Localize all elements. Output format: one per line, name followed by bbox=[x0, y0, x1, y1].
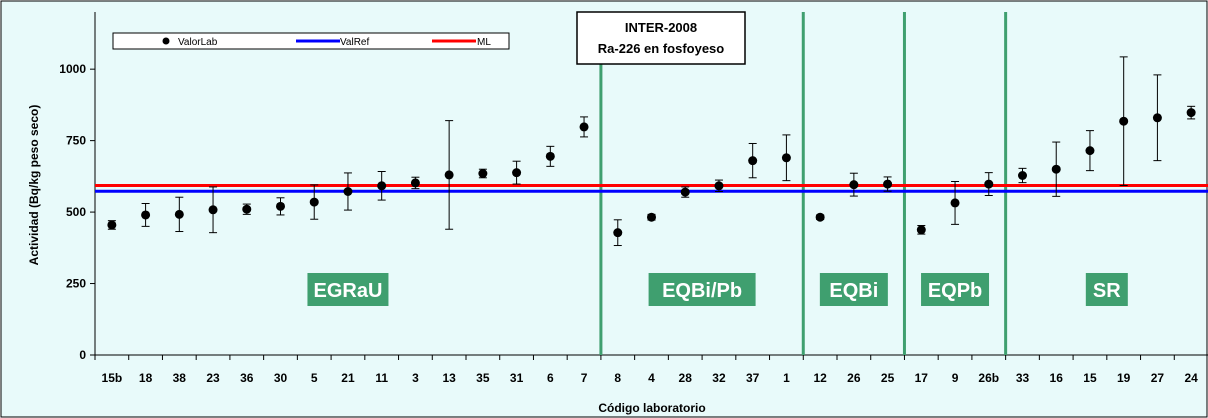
data-point bbox=[107, 220, 117, 230]
x-tick-label: 7 bbox=[581, 371, 588, 385]
x-tick-label: 36 bbox=[240, 371, 254, 385]
x-tick-label: 8 bbox=[614, 371, 621, 385]
data-point bbox=[141, 210, 151, 220]
data-point bbox=[647, 212, 656, 222]
x-tick-label: 9 bbox=[952, 371, 959, 385]
data-point bbox=[1085, 146, 1095, 156]
data-point bbox=[410, 178, 420, 188]
data-point bbox=[849, 180, 859, 190]
data-point bbox=[276, 201, 285, 211]
data-point bbox=[174, 209, 184, 219]
x-tick-label: 15 bbox=[1083, 371, 1097, 385]
data-point bbox=[1018, 170, 1027, 180]
x-tick-label: 33 bbox=[1016, 371, 1030, 385]
legend: ValorLab ValRef ML bbox=[112, 32, 510, 50]
x-tick-label: 37 bbox=[746, 371, 760, 385]
data-point bbox=[781, 153, 791, 163]
y-tick-label: 250 bbox=[66, 277, 86, 291]
legend-label-valref: ValRef bbox=[340, 37, 369, 48]
x-tick-label: 23 bbox=[206, 371, 220, 385]
x-tick-label: 27 bbox=[1151, 371, 1165, 385]
x-tick-label: 28 bbox=[679, 371, 693, 385]
data-point bbox=[1152, 113, 1162, 123]
x-tick-label: 1 bbox=[783, 371, 790, 385]
x-tick-label: 26b bbox=[978, 371, 999, 385]
chart-title-line-2: Ra-226 en fosfoyeso bbox=[598, 41, 724, 56]
data-point bbox=[984, 179, 994, 189]
data-point bbox=[815, 212, 825, 222]
x-tick-label: 18 bbox=[139, 371, 153, 385]
data-point bbox=[579, 122, 589, 132]
data-point bbox=[377, 181, 387, 191]
x-tick-label: 12 bbox=[813, 371, 827, 385]
x-tick-label: 26 bbox=[847, 371, 861, 385]
data-point bbox=[242, 204, 252, 214]
data-point bbox=[309, 197, 319, 207]
data-point bbox=[680, 187, 690, 197]
data-point bbox=[714, 181, 724, 191]
y-tick-label: 0 bbox=[79, 348, 86, 362]
x-tick-label: 3 bbox=[412, 371, 419, 385]
chart-title-box: INTER-2008 Ra-226 en fosfoyeso bbox=[576, 11, 746, 65]
data-point bbox=[1119, 116, 1129, 126]
x-tick-label: 35 bbox=[476, 371, 490, 385]
x-tick-label: 15b bbox=[102, 371, 123, 385]
x-tick-label: 25 bbox=[881, 371, 895, 385]
group-label: EQBi/Pb bbox=[662, 280, 742, 302]
data-point bbox=[1051, 164, 1061, 174]
x-tick-label: 4 bbox=[648, 371, 655, 385]
data-point bbox=[613, 228, 623, 238]
y-axis-title: Actividad (Bq/kg peso seco) bbox=[27, 105, 41, 266]
group-label: EQPb bbox=[928, 280, 982, 302]
data-point bbox=[545, 151, 555, 161]
x-tick-label: 32 bbox=[712, 371, 726, 385]
y-tick-label: 750 bbox=[66, 134, 86, 148]
legend-label-valorlab: ValorLab bbox=[178, 37, 218, 48]
data-point bbox=[512, 168, 522, 178]
x-tick-label: 6 bbox=[547, 371, 554, 385]
x-tick-label: 16 bbox=[1050, 371, 1064, 385]
data-point bbox=[1186, 108, 1196, 118]
x-tick-label: 38 bbox=[173, 371, 187, 385]
data-point bbox=[950, 198, 960, 208]
y-tick-label: 1000 bbox=[59, 62, 86, 76]
group-label-box bbox=[648, 273, 756, 306]
data-point bbox=[343, 187, 353, 197]
chart-title-frame bbox=[576, 11, 746, 65]
x-tick-label: 17 bbox=[915, 371, 929, 385]
x-axis-title: Código laboratorio bbox=[598, 401, 705, 415]
data-point bbox=[916, 225, 926, 235]
data-point bbox=[748, 156, 758, 166]
data-point bbox=[208, 205, 218, 215]
x-tick-label: 31 bbox=[510, 371, 524, 385]
group-label: SR bbox=[1093, 280, 1121, 302]
group-label: EGRaU bbox=[314, 280, 383, 302]
x-tick-label: 5 bbox=[311, 371, 318, 385]
group-label: EQBi bbox=[829, 280, 878, 302]
x-tick-label: 21 bbox=[341, 371, 355, 385]
y-tick-label: 500 bbox=[66, 205, 86, 219]
x-tick-label: 30 bbox=[274, 371, 288, 385]
legend-label-ml: ML bbox=[477, 37, 491, 48]
data-point bbox=[478, 168, 488, 178]
chart-title-line-1: INTER-2008 bbox=[625, 20, 697, 35]
group-label-box bbox=[819, 273, 888, 306]
group-label-box bbox=[921, 273, 990, 306]
x-tick-label: 19 bbox=[1117, 371, 1131, 385]
x-tick-label: 11 bbox=[375, 371, 388, 385]
group-label-box bbox=[307, 273, 389, 306]
data-point bbox=[444, 170, 454, 180]
x-tick-label: 24 bbox=[1184, 371, 1198, 385]
x-tick-label: 13 bbox=[442, 371, 456, 385]
data-point bbox=[883, 179, 893, 189]
group-label-box bbox=[1085, 273, 1128, 306]
legend-marker-valorlab bbox=[162, 37, 170, 45]
